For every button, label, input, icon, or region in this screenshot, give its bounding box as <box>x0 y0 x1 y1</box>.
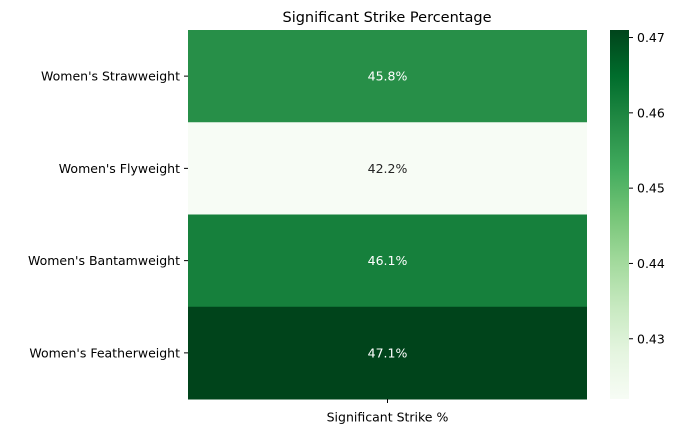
cell-value-label: 46.1% <box>368 253 408 268</box>
cell-value-label: 45.8% <box>368 69 408 84</box>
y-tick-label: Women's Bantamweight <box>28 253 180 268</box>
colorbar-tick-label: 0.47 <box>637 30 665 45</box>
chart-title: Significant Strike Percentage <box>283 10 492 26</box>
heatmap-cell <box>188 30 587 123</box>
y-tick-label: Women's Featherweight <box>29 345 180 360</box>
heatmap-cell <box>188 214 587 308</box>
colorbar-tick-label: 0.43 <box>637 331 665 346</box>
heatmap-cell <box>188 306 587 400</box>
heatmap-cell <box>188 122 587 215</box>
y-axis: Women's Strawweight Women's Flyweight Wome… <box>28 69 188 360</box>
colorbar-tick-label: 0.44 <box>637 256 665 271</box>
x-axis: Significant Strike % <box>327 399 449 425</box>
y-tick-label: Women's Strawweight <box>41 69 180 84</box>
heatmap-cells: 45.8% 42.2% 46.1% 47.1% <box>188 30 587 400</box>
x-tick-label: Significant Strike % <box>327 410 449 425</box>
colorbar: 0.43 0.44 0.45 0.46 0.47 <box>610 30 665 399</box>
cell-value-label: 42.2% <box>368 161 408 176</box>
y-tick-label: Women's Flyweight <box>59 161 180 176</box>
colorbar-gradient <box>610 30 629 399</box>
colorbar-tick-label: 0.46 <box>637 105 665 120</box>
colorbar-tick-label: 0.45 <box>637 181 665 196</box>
colorbar-ticks: 0.43 0.44 0.45 0.46 0.47 <box>629 30 665 346</box>
cell-value-label: 47.1% <box>368 345 408 360</box>
